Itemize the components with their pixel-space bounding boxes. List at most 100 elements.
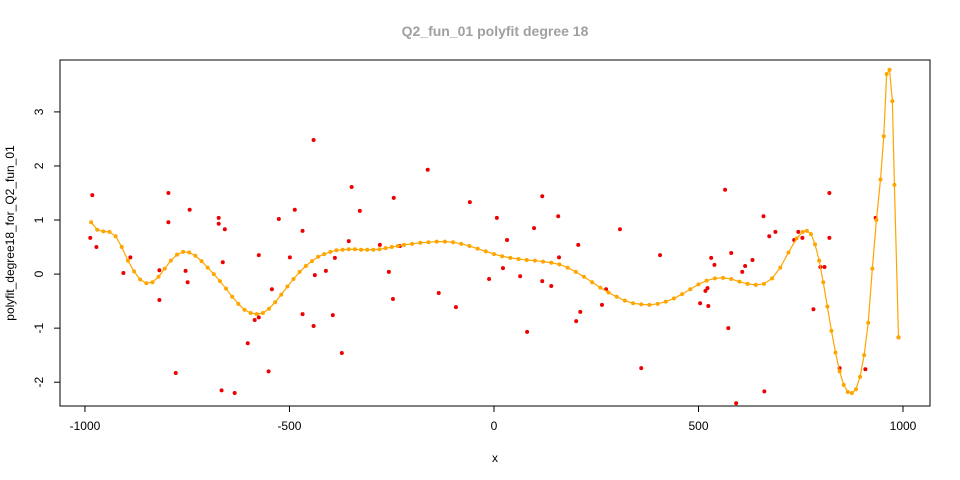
y-axis-label: polyfit_degree18_for_Q2_fun_01 — [3, 145, 17, 321]
fit-point — [837, 369, 842, 374]
scatter-point — [323, 268, 328, 273]
fit-point — [696, 282, 701, 287]
fit-point — [371, 247, 376, 252]
fit-point — [359, 247, 364, 252]
scatter-point — [256, 253, 261, 258]
fit-point — [753, 282, 758, 287]
fit-point — [491, 252, 496, 257]
fit-point — [107, 229, 112, 234]
fit-point — [849, 391, 854, 396]
fit-point — [581, 274, 586, 279]
fit-point — [870, 266, 875, 271]
scatter-point — [232, 391, 237, 396]
fit-point — [821, 280, 826, 285]
scatter-point — [767, 234, 772, 239]
scatter-point — [269, 287, 274, 292]
scatter-point — [357, 208, 362, 213]
fit-point — [285, 284, 290, 289]
fit-point — [532, 258, 537, 263]
fit-point — [663, 299, 668, 304]
scatter-point — [698, 301, 703, 306]
y-tick-label: -2 — [32, 377, 46, 388]
scatter-point — [349, 185, 354, 190]
fit-point — [297, 269, 302, 274]
fit-point — [614, 294, 619, 299]
fit-point — [242, 307, 247, 312]
fit-point — [181, 249, 186, 254]
fit-point — [236, 301, 241, 306]
fit-point — [254, 312, 259, 317]
fit-point — [804, 228, 809, 233]
fit-point — [858, 374, 863, 379]
scatter-point — [762, 389, 767, 394]
scatter-point — [390, 296, 395, 301]
fit-point — [119, 245, 124, 250]
fit-point — [248, 311, 253, 316]
chart-title: Q2_fun_01 polyfit degree 18 — [402, 23, 589, 39]
fit-point — [291, 276, 296, 281]
fit-point — [704, 278, 709, 283]
scatter-point — [222, 227, 227, 232]
fit-point — [737, 279, 742, 284]
fit-point — [841, 382, 846, 387]
fit-point — [639, 302, 644, 307]
fit-point — [199, 259, 204, 264]
fit-point — [211, 272, 216, 277]
fit-point — [328, 249, 333, 254]
scatter-point — [639, 366, 644, 371]
fit-point — [442, 239, 447, 244]
scatter-point — [494, 215, 499, 220]
fit-point — [451, 240, 456, 245]
fit-point — [794, 236, 799, 241]
fit-point — [162, 266, 167, 271]
scatter-point — [121, 271, 126, 276]
fit-point — [334, 248, 339, 253]
fit-point — [881, 134, 886, 139]
fit-point — [845, 389, 850, 394]
fit-point — [150, 280, 155, 285]
fit-point — [778, 265, 783, 270]
scatter-point — [88, 235, 93, 240]
scatter-point — [453, 305, 458, 310]
fit-point — [598, 285, 603, 290]
fit-point — [410, 241, 415, 246]
scatter-point — [505, 238, 510, 243]
scatter-point — [658, 253, 663, 258]
scatter-point — [276, 216, 281, 221]
fit-point — [884, 72, 889, 77]
scatter-point — [90, 193, 95, 198]
fit-point — [896, 335, 901, 340]
scatter-point — [709, 255, 714, 260]
scatter-point — [216, 215, 221, 220]
fit-point — [770, 276, 775, 281]
fit-point — [761, 281, 766, 286]
fit-point — [808, 232, 813, 237]
scatter-point — [94, 245, 99, 250]
fit-point — [401, 242, 406, 247]
scatter-point — [128, 255, 133, 260]
fit-point — [346, 247, 351, 252]
fit-point — [383, 246, 388, 251]
x-tick-label: 0 — [491, 419, 498, 433]
scatter-point — [574, 319, 579, 324]
scatter-point — [556, 214, 561, 219]
scatter-point — [266, 369, 271, 374]
scatter-point — [339, 351, 344, 356]
scatter-point — [734, 401, 739, 406]
scatter-point — [743, 263, 748, 268]
scatter-point — [532, 226, 537, 231]
scatter-point — [157, 268, 162, 273]
scatter-point — [166, 190, 171, 195]
scatter-point — [245, 341, 250, 346]
y-tick-label: 1 — [32, 216, 46, 223]
fit-point — [606, 290, 611, 295]
fit-point — [322, 252, 327, 257]
fit-point — [878, 177, 883, 182]
scatter-point — [773, 229, 778, 234]
scatter-point — [796, 229, 801, 234]
fit-point — [516, 256, 521, 261]
fit-line — [90, 67, 900, 394]
fit-point — [168, 258, 173, 263]
fit-point — [688, 287, 693, 292]
scatter-point — [183, 268, 188, 273]
